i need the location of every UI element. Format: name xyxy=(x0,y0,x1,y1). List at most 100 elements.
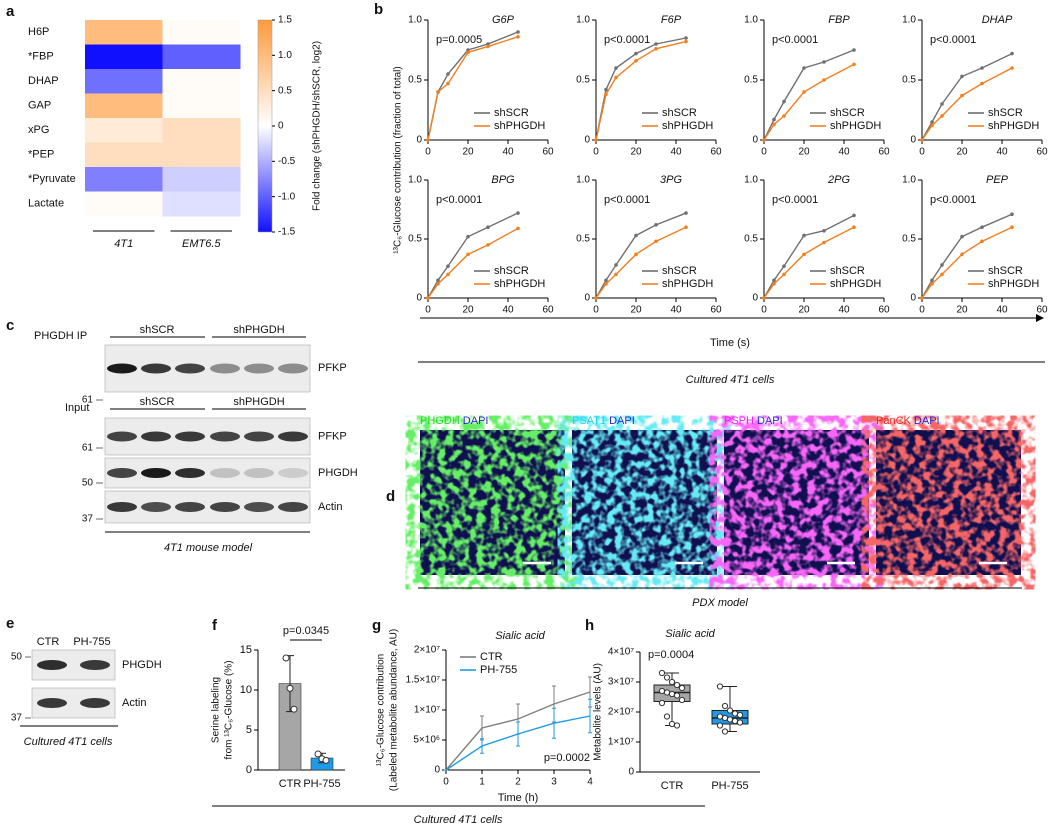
micrograph xyxy=(420,430,565,575)
y-axis-label: ¹³C₆-Glucose contribution (fraction of t… xyxy=(393,66,404,253)
marker xyxy=(426,296,430,300)
y-tick-label: 0 xyxy=(434,765,440,776)
y-tick-label: 2×10⁷ xyxy=(608,707,635,718)
marker xyxy=(634,233,638,238)
band xyxy=(141,363,171,374)
data-point xyxy=(726,707,734,714)
x-tick-label: 3 xyxy=(551,777,557,788)
marker xyxy=(486,225,490,229)
x-tick-label: 0 xyxy=(761,305,767,316)
marker xyxy=(980,239,984,244)
marker xyxy=(940,102,944,106)
column-label: 4T1 xyxy=(114,238,133,250)
panel-letter: g xyxy=(372,617,381,634)
error-bar xyxy=(552,707,556,739)
band xyxy=(210,363,240,374)
protein-label: Actin xyxy=(122,697,146,709)
series-line xyxy=(921,67,1013,141)
group-label: shSCR xyxy=(140,396,175,408)
data-point xyxy=(673,692,681,699)
data-point xyxy=(736,719,744,726)
data-point xyxy=(668,690,676,698)
marker xyxy=(1010,212,1014,217)
panel-letter: c xyxy=(6,317,14,334)
data-point xyxy=(290,705,298,713)
data-point xyxy=(716,722,724,729)
legend-label: shSCR xyxy=(988,107,1023,119)
data-point xyxy=(678,684,686,692)
legend-label: shSCR xyxy=(494,107,529,119)
heat-cell xyxy=(162,69,241,94)
group-label: shPHGDH xyxy=(233,324,284,336)
marker xyxy=(684,36,688,40)
marker xyxy=(436,282,440,286)
legend-label: shSCR xyxy=(494,265,529,277)
heat-cell xyxy=(162,142,241,168)
marker xyxy=(466,252,470,257)
blot xyxy=(104,457,311,489)
x-tick-label: 40 xyxy=(838,147,850,158)
y-tick-label: 2×10⁷ xyxy=(414,645,441,656)
marker xyxy=(772,117,776,122)
x-tick-label: PH-755 xyxy=(711,780,748,792)
x-tick-label: 60 xyxy=(542,147,554,158)
blot xyxy=(104,490,311,524)
x-tick-label: 0 xyxy=(443,777,449,788)
chart-title: FBP xyxy=(828,14,850,26)
row-label: *Pyruvate xyxy=(28,173,76,185)
marker xyxy=(486,243,490,247)
marker xyxy=(466,234,470,239)
band xyxy=(107,431,137,442)
x-tick-label: 60 xyxy=(1036,147,1048,158)
y-tick-label: 1.0 xyxy=(902,175,916,186)
marker xyxy=(446,272,450,277)
chart-title: F6P xyxy=(661,14,682,26)
y-tick-label: 1.0 xyxy=(902,15,916,26)
legend-label: shPHGDH xyxy=(988,278,1039,290)
x-tick-label: 60 xyxy=(878,305,890,316)
legend-label: shPHGDH xyxy=(830,278,881,290)
band xyxy=(175,363,205,374)
error-bar xyxy=(480,738,484,754)
data-point xyxy=(731,710,739,717)
x-tick-label: 20 xyxy=(462,305,474,316)
colorbar-tick-label: -0.5 xyxy=(278,156,296,167)
heat-cell xyxy=(162,191,241,217)
marker-label: 37 xyxy=(82,514,94,525)
y-tick-label: 1.0 xyxy=(744,15,758,26)
x-tick-label: 0 xyxy=(761,147,767,158)
marker xyxy=(436,90,440,94)
band xyxy=(37,698,67,708)
marker xyxy=(762,296,766,300)
y-tick-label: 0 xyxy=(628,767,634,778)
marker xyxy=(772,278,776,283)
protein-label: PFKP xyxy=(318,430,347,442)
heat-cell xyxy=(85,44,163,70)
y-tick-label: 0 xyxy=(910,293,916,304)
heat-cell xyxy=(85,93,163,119)
y-tick-label: 0 xyxy=(584,293,590,304)
band xyxy=(107,502,137,512)
data-point xyxy=(286,684,294,692)
marker xyxy=(852,62,856,67)
micrograph xyxy=(572,430,717,575)
p-value: p=0.0005 xyxy=(436,34,482,46)
data-point xyxy=(716,713,724,720)
panel-letter: e xyxy=(6,615,14,632)
marker xyxy=(604,92,608,97)
marker xyxy=(930,278,934,283)
marker xyxy=(852,48,856,52)
legend-label: shPHGDH xyxy=(662,278,713,290)
marker xyxy=(940,263,944,267)
panel-letter: d xyxy=(386,488,395,505)
heat-cell xyxy=(85,191,163,217)
y-axis-label: Serine labeling xyxy=(211,677,222,743)
x-tick-label: 40 xyxy=(996,305,1008,316)
legend-label: shSCR xyxy=(830,265,865,277)
x-tick-label: 0 xyxy=(425,305,431,316)
p-value: p=0.0002 xyxy=(544,752,590,764)
x-axis-label: Time (h) xyxy=(498,792,539,804)
row-label: *FBP xyxy=(28,51,54,63)
stain-label: PHGDH DAPI xyxy=(420,415,488,427)
